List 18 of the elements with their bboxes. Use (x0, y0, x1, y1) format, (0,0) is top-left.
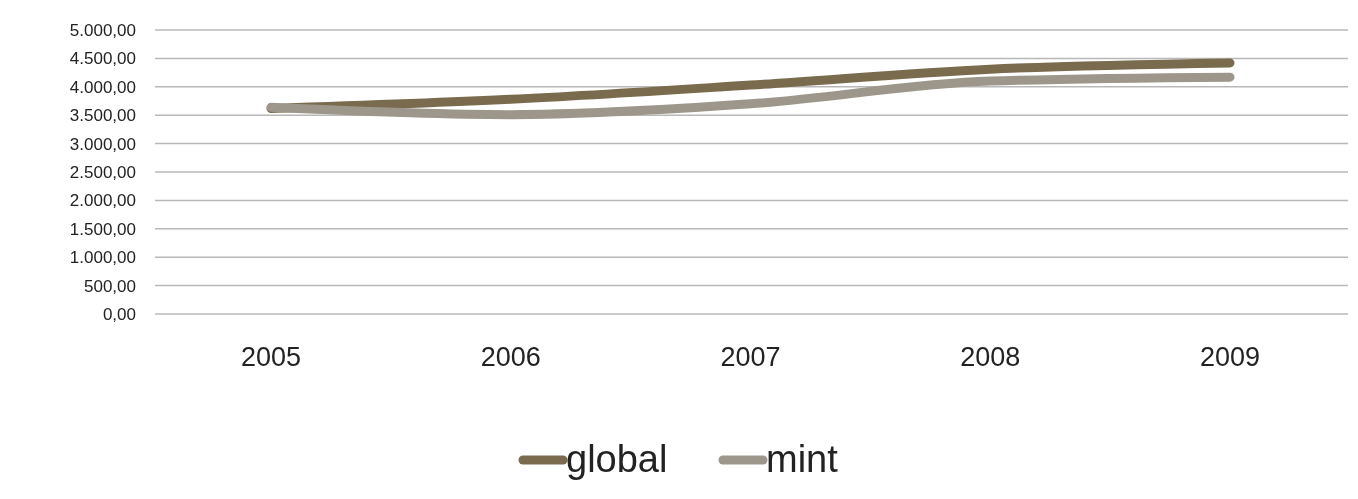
x-tick-label: 2005 (240, 342, 302, 372)
y-tick-label: 1.500,00 (69, 219, 136, 239)
y-tick-label: 5.000,00 (69, 20, 136, 40)
y-tick-label: 4.000,00 (69, 77, 136, 97)
y-tick-label: 3.000,00 (69, 134, 136, 154)
y-tick-label: 500,00 (84, 276, 136, 296)
x-tick-label: 2007 (720, 342, 781, 372)
y-tick-label: 1.000,00 (69, 248, 136, 268)
legend-label: global (566, 438, 668, 480)
x-tick-label: 2006 (480, 342, 541, 372)
y-tick-label: 2.000,00 (69, 191, 136, 211)
y-tick-label: 0,00 (102, 304, 136, 324)
x-tick-label: 2008 (960, 342, 1021, 372)
y-tick-label: 3.500,00 (69, 106, 136, 126)
y-tick-label: 4.500,00 (69, 49, 136, 69)
y-tick-label: 2.500,00 (69, 162, 136, 182)
x-tick-label: 2009 (1199, 342, 1261, 372)
legend-label: mint (766, 438, 839, 480)
